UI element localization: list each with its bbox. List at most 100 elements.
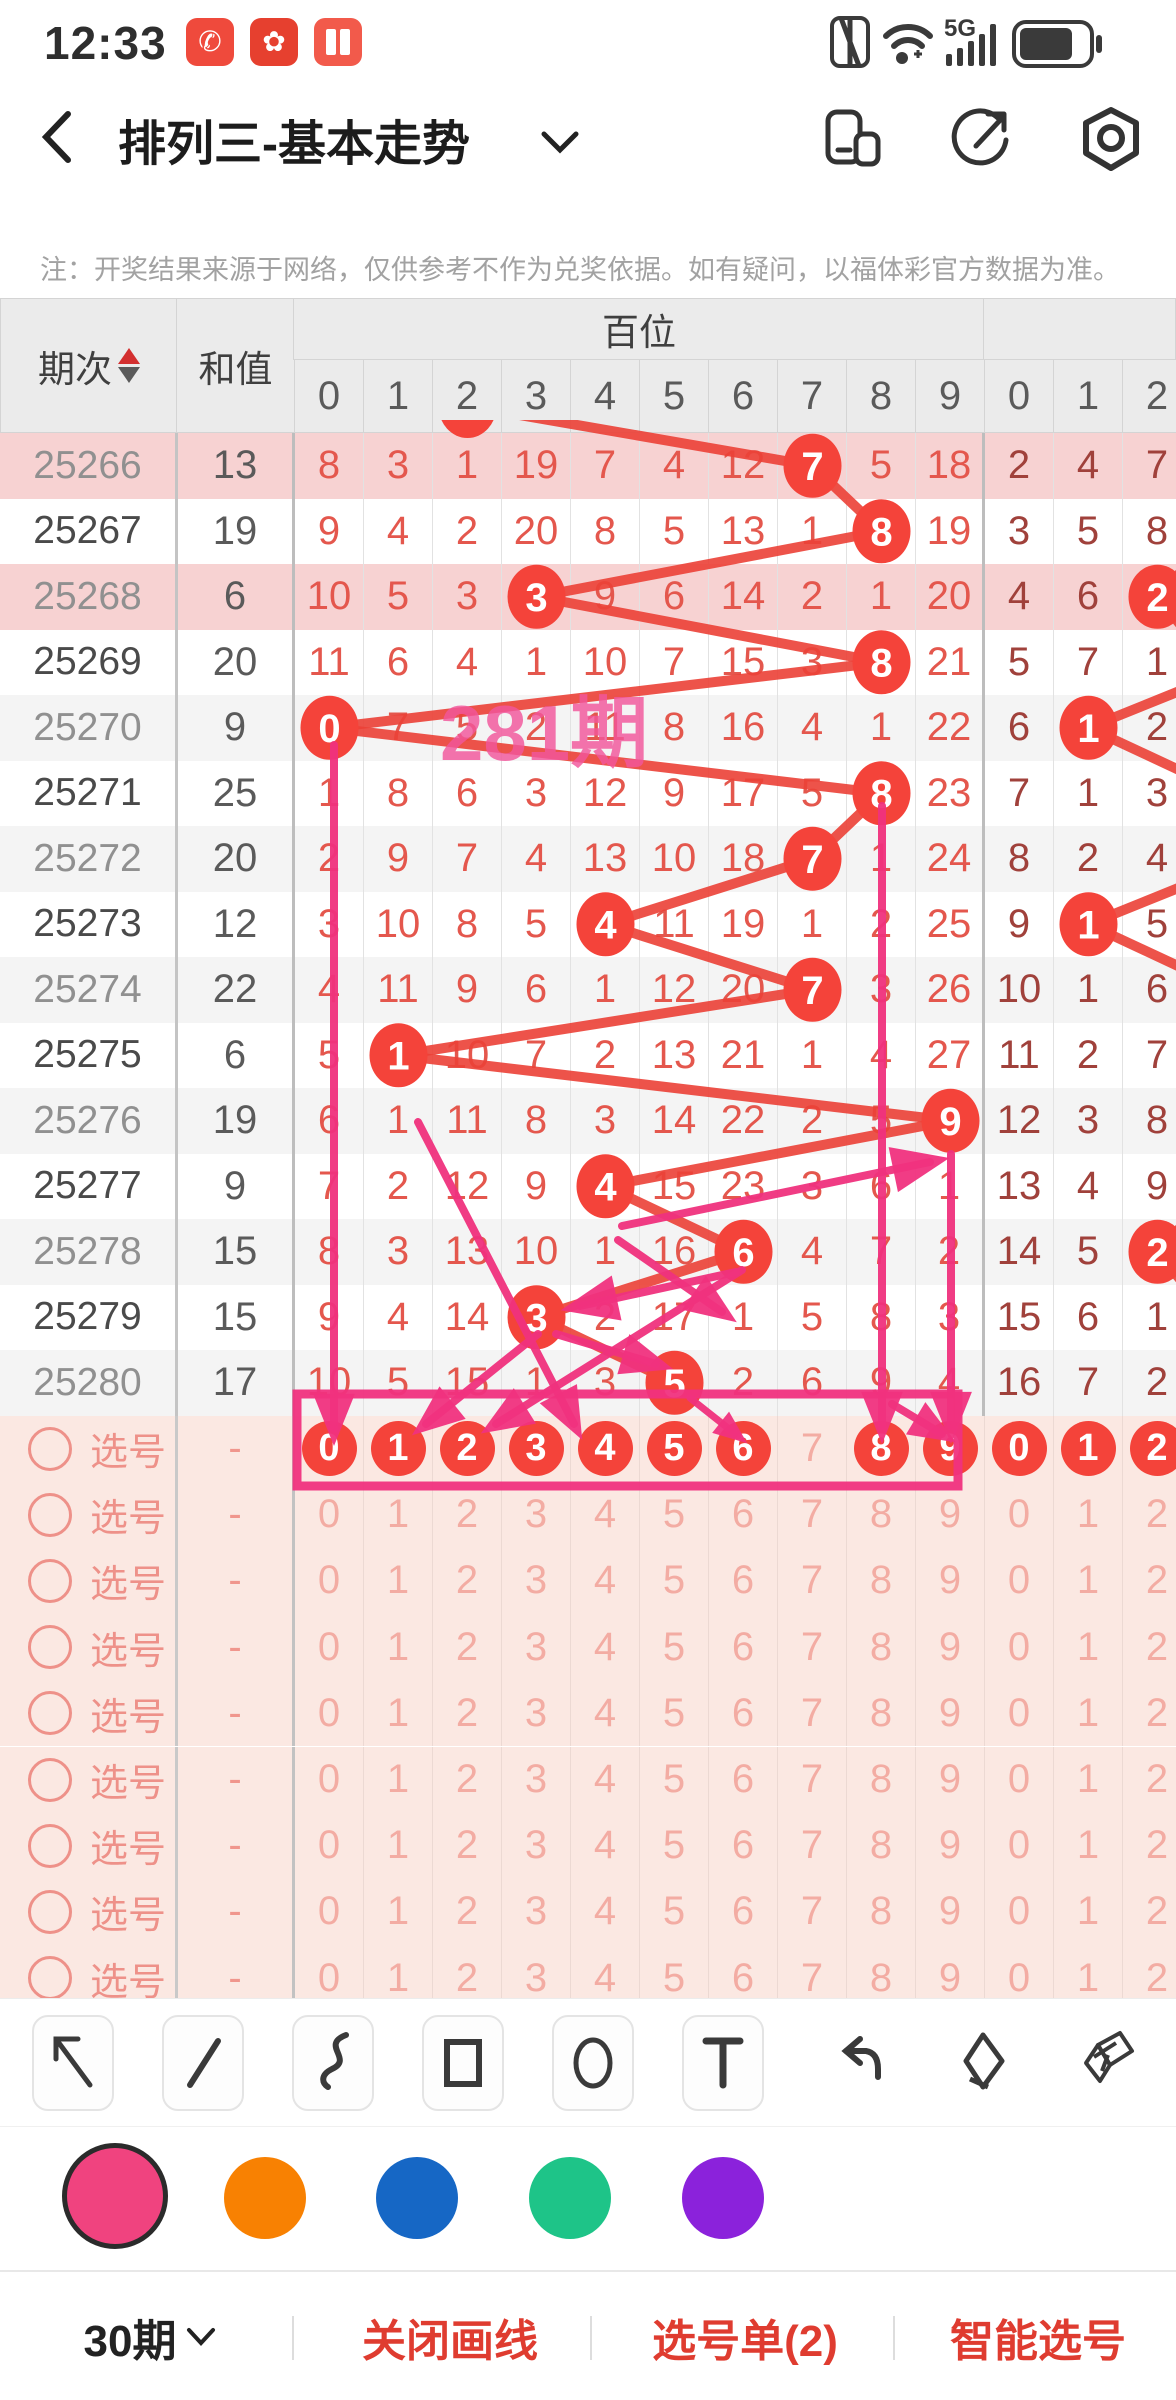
pick-digit-4[interactable]: 4 <box>571 1878 640 1946</box>
pick-digit-2[interactable]: 2 <box>433 1415 502 1482</box>
pick-tens-digit-1[interactable]: 1 <box>1054 1746 1123 1813</box>
undo-button[interactable] <box>818 2015 900 2111</box>
settings-icon[interactable] <box>1076 106 1146 172</box>
pick-digit-7[interactable]: 7 <box>778 1481 847 1548</box>
periods-selector[interactable]: 30期 <box>60 2272 240 2400</box>
pen-color-orange[interactable] <box>224 2157 306 2239</box>
pick-digit-4[interactable]: 4 <box>571 1746 640 1813</box>
pick-digit-9[interactable]: 9 <box>916 1481 985 1548</box>
pen-color-pink-selected[interactable] <box>62 2143 168 2249</box>
pick-digit-4[interactable]: 4 <box>571 1547 640 1615</box>
pick-digit-9[interactable]: 9 <box>916 1812 985 1879</box>
float-window-icon[interactable] <box>818 106 890 172</box>
pick-digit-1[interactable]: 1 <box>364 1945 433 1998</box>
pick-tens-digit-2[interactable]: 2 <box>1123 1813 1176 1879</box>
title-dropdown-icon[interactable] <box>540 130 580 156</box>
pick-tens-digit-1[interactable]: 1 <box>1054 1614 1123 1681</box>
pick-tens-digit-2[interactable]: 2 <box>1123 1614 1176 1680</box>
pick-tens-digit-1[interactable]: 1 <box>1054 1547 1123 1615</box>
page-title[interactable]: 排列三-基本走势 <box>118 118 470 171</box>
pick-tens-digit-1[interactable]: 1 <box>1054 1680 1123 1747</box>
pick-radio[interactable] <box>28 1956 72 1998</box>
pick-digit-0[interactable]: 0 <box>295 1547 364 1615</box>
pick-tens-digit-0[interactable]: 0 <box>985 1415 1054 1482</box>
pick-digit-1[interactable]: 1 <box>364 1614 433 1681</box>
pick-digit-8[interactable]: 8 <box>847 1945 916 1998</box>
pick-digit-8[interactable]: 8 <box>847 1812 916 1879</box>
pick-tens-digit-0[interactable]: 0 <box>985 1945 1054 1998</box>
pick-tens-digit-0[interactable]: 0 <box>985 1481 1054 1548</box>
pick-label-cell[interactable]: 选号 <box>0 1746 178 1813</box>
pick-digit-2[interactable]: 2 <box>433 1680 502 1747</box>
pick-radio[interactable] <box>28 1558 72 1603</box>
pick-tens-digit-0[interactable]: 0 <box>985 1680 1054 1747</box>
pick-digit-9[interactable]: 9 <box>916 1945 985 1998</box>
pick-tens-digit-2[interactable]: 2 <box>1123 1680 1176 1746</box>
pick-tens-digit-0[interactable]: 0 <box>985 1547 1054 1615</box>
pick-radio[interactable] <box>28 1823 72 1868</box>
pick-tens-digit-0[interactable]: 0 <box>985 1614 1054 1681</box>
pick-label-cell[interactable]: 选号 <box>0 1481 178 1548</box>
arrow-tool-button[interactable] <box>32 2015 114 2111</box>
pick-digit-2[interactable]: 2 <box>433 1746 502 1813</box>
pick-digit-3[interactable]: 3 <box>502 1481 571 1548</box>
pick-digit-3[interactable]: 3 <box>502 1746 571 1813</box>
pick-digit-4[interactable]: 4 <box>571 1812 640 1879</box>
pick-digit-0[interactable]: 0 <box>295 1415 364 1482</box>
pick-tens-digit-1[interactable]: 1 <box>1054 1481 1123 1548</box>
pick-digit-6[interactable]: 6 <box>709 1945 778 1998</box>
pick-digit-8[interactable]: 8 <box>847 1680 916 1747</box>
pick-tens-digit-0[interactable]: 0 <box>985 1812 1054 1879</box>
pick-tens-digit-2[interactable]: 2 <box>1123 1879 1176 1945</box>
pick-tens-digit-2[interactable]: 2 <box>1123 1548 1176 1614</box>
pick-digit-6[interactable]: 6 <box>709 1746 778 1813</box>
pick-digit-5[interactable]: 5 <box>640 1415 709 1482</box>
pick-digit-4[interactable]: 4 <box>571 1614 640 1681</box>
pick-digit-3[interactable]: 3 <box>502 1878 571 1946</box>
pick-digit-2[interactable]: 2 <box>433 1945 502 1998</box>
pick-label-cell[interactable]: 选号 <box>0 1945 178 1998</box>
pick-digit-7[interactable]: 7 <box>778 1746 847 1813</box>
pick-radio[interactable] <box>28 1757 72 1802</box>
pick-digit-7[interactable]: 7 <box>778 1945 847 1998</box>
pick-digit-2[interactable]: 2 <box>433 1614 502 1681</box>
pick-digit-5[interactable]: 5 <box>640 1614 709 1681</box>
pick-digit-0[interactable]: 0 <box>295 1746 364 1813</box>
pick-digit-0[interactable]: 0 <box>295 1680 364 1747</box>
pick-digit-7[interactable]: 7 <box>778 1614 847 1681</box>
eraser-button[interactable] <box>942 2015 1024 2111</box>
pick-radio[interactable] <box>28 1889 72 1934</box>
pick-label-cell[interactable]: 选号 <box>0 1547 178 1615</box>
pick-digit-0[interactable]: 0 <box>295 1614 364 1681</box>
pick-digit-4[interactable]: 4 <box>571 1415 640 1482</box>
pick-digit-7[interactable]: 7 <box>778 1812 847 1879</box>
pick-digit-9[interactable]: 9 <box>916 1614 985 1681</box>
pick-digit-8[interactable]: 8 <box>847 1746 916 1813</box>
pick-digit-3[interactable]: 3 <box>502 1614 571 1681</box>
pen-color-blue[interactable] <box>376 2157 458 2239</box>
pick-digit-6[interactable]: 6 <box>709 1680 778 1747</box>
pick-label-cell[interactable]: 选号 <box>0 1878 178 1946</box>
pick-digit-7[interactable]: 7 <box>778 1547 847 1615</box>
pick-tens-digit-2[interactable]: 2 <box>1123 1416 1176 1482</box>
pick-digit-8[interactable]: 8 <box>847 1614 916 1681</box>
clear-eraser-button[interactable] <box>1066 2015 1148 2111</box>
pick-digit-8[interactable]: 8 <box>847 1878 916 1946</box>
pick-digit-1[interactable]: 1 <box>364 1547 433 1615</box>
pick-tens-digit-0[interactable]: 0 <box>985 1878 1054 1946</box>
pick-digit-7[interactable]: 7 <box>778 1415 847 1482</box>
pick-digit-3[interactable]: 3 <box>502 1680 571 1747</box>
pick-list-button[interactable]: 选号单(2) <box>652 2317 838 2366</box>
pen-color-green[interactable] <box>529 2157 611 2239</box>
pick-digit-5[interactable]: 5 <box>640 1746 709 1813</box>
pick-tens-digit-1[interactable]: 1 <box>1054 1945 1123 1998</box>
pick-digit-9[interactable]: 9 <box>916 1547 985 1615</box>
smart-pick-button[interactable]: 智能选号 <box>950 2317 1126 2366</box>
pick-tens-digit-2[interactable]: 2 <box>1123 1747 1176 1813</box>
